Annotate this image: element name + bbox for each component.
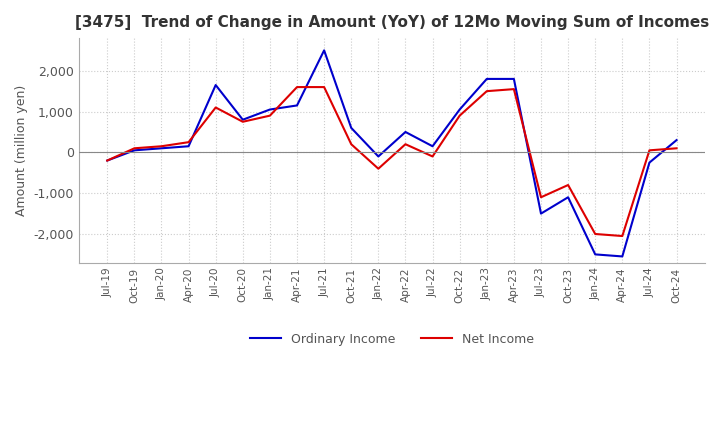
Title: [3475]  Trend of Change in Amount (YoY) of 12Mo Moving Sum of Incomes: [3475] Trend of Change in Amount (YoY) o… xyxy=(75,15,709,30)
Y-axis label: Amount (million yen): Amount (million yen) xyxy=(15,85,28,216)
Net Income xyxy=(618,233,626,238)
Line: Net Income: Net Income xyxy=(107,87,677,236)
Ordinary Income xyxy=(212,82,220,88)
Ordinary Income xyxy=(103,158,112,163)
Net Income xyxy=(455,113,464,118)
Ordinary Income xyxy=(130,148,139,153)
Net Income xyxy=(347,142,356,147)
Ordinary Income xyxy=(672,137,681,143)
Legend: Ordinary Income, Net Income: Ordinary Income, Net Income xyxy=(245,327,539,351)
Net Income xyxy=(184,139,193,145)
Ordinary Income xyxy=(374,154,382,159)
Ordinary Income xyxy=(401,129,410,135)
Ordinary Income xyxy=(157,146,166,151)
Net Income xyxy=(591,231,600,237)
Net Income xyxy=(103,158,112,163)
Ordinary Income xyxy=(482,76,491,81)
Ordinary Income xyxy=(510,76,518,81)
Net Income xyxy=(238,119,247,125)
Ordinary Income xyxy=(455,107,464,112)
Net Income xyxy=(564,182,572,187)
Ordinary Income xyxy=(645,160,654,165)
Net Income xyxy=(510,87,518,92)
Net Income xyxy=(293,84,302,90)
Ordinary Income xyxy=(293,103,302,108)
Net Income xyxy=(130,146,139,151)
Net Income xyxy=(157,143,166,149)
Ordinary Income xyxy=(618,254,626,259)
Net Income xyxy=(401,142,410,147)
Net Income xyxy=(536,194,545,200)
Net Income xyxy=(482,88,491,94)
Ordinary Income xyxy=(238,117,247,122)
Net Income xyxy=(266,113,274,118)
Net Income xyxy=(374,166,382,171)
Ordinary Income xyxy=(428,143,437,149)
Net Income xyxy=(645,148,654,153)
Net Income xyxy=(320,84,328,90)
Line: Ordinary Income: Ordinary Income xyxy=(107,50,677,257)
Ordinary Income xyxy=(536,211,545,216)
Net Income xyxy=(428,154,437,159)
Ordinary Income xyxy=(320,48,328,53)
Net Income xyxy=(672,146,681,151)
Net Income xyxy=(212,105,220,110)
Ordinary Income xyxy=(347,125,356,131)
Ordinary Income xyxy=(564,194,572,200)
Ordinary Income xyxy=(266,107,274,112)
Ordinary Income xyxy=(591,252,600,257)
Ordinary Income xyxy=(184,143,193,149)
